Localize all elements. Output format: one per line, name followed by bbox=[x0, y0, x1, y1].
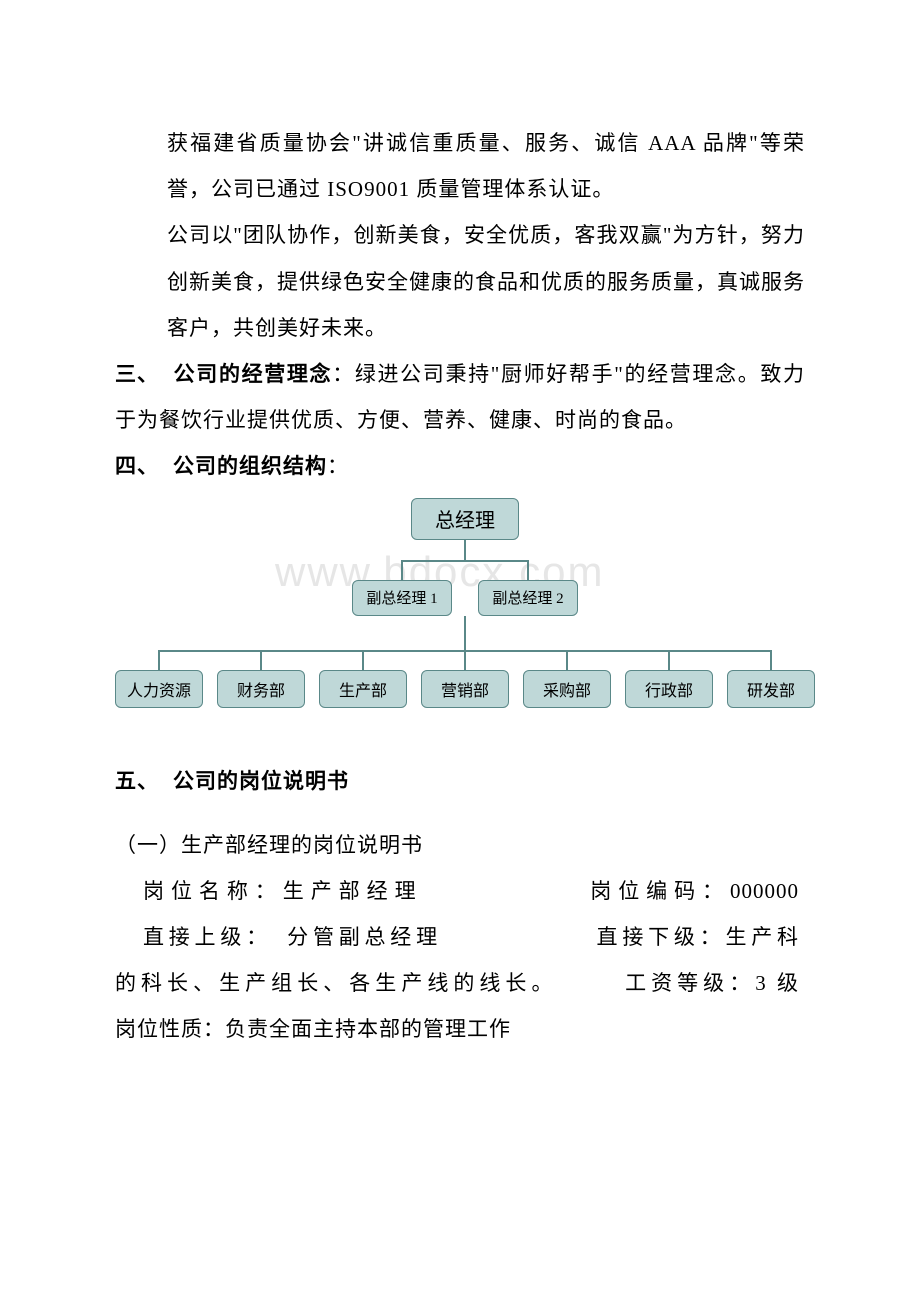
section-4: 四、公司的组织结构： bbox=[115, 443, 805, 489]
org-line-leaf-v-1 bbox=[260, 650, 262, 670]
org-node-mid-1: 副总经理 2 bbox=[478, 580, 578, 616]
org-line-leaf-v-0 bbox=[158, 650, 160, 670]
org-node-leaf-6: 研发部 bbox=[727, 670, 815, 708]
org-node-leaf-1: 财务部 bbox=[217, 670, 305, 708]
job-line-4: 岗位性质：负责全面主持本部的管理工作 bbox=[115, 1006, 799, 1052]
section-4-colon: ： bbox=[327, 454, 349, 478]
org-line-leaf-v-3 bbox=[464, 650, 466, 670]
section-5-num: 五、 bbox=[115, 758, 173, 804]
org-line-mid-v-0 bbox=[401, 560, 403, 580]
org-node-leaf-0: 人力资源 bbox=[115, 670, 203, 708]
intro-para-2: 公司以"团队协作，创新美食，安全优质，客我双赢"为方针，努力创新美食，提供绿色安… bbox=[115, 212, 805, 351]
section-5-title: 公司的岗位说明书 bbox=[173, 769, 349, 793]
job-line-1: 岗位名称：生产部经理 岗位编码：000000 bbox=[143, 868, 799, 914]
intro-para-1: 获福建省质量协会"讲诚信重质量、服务、诚信 AAA 品牌"等荣誉，公司已通过 I… bbox=[115, 120, 805, 212]
section-3-title: 公司的经营理念 bbox=[173, 362, 332, 386]
section-3: 三、公司的经营理念：绿进公司秉持"厨师好帮手"的经营理念。致力于为餐饮行业提供优… bbox=[115, 351, 805, 443]
org-line-mid-down bbox=[464, 616, 466, 650]
section-3-num: 三、 bbox=[115, 351, 173, 397]
job-line-3: 的科长、生产组长、各生产线的线长。 工资等级：3 级 bbox=[115, 960, 799, 1006]
subsection-1: （一）生产部经理的岗位说明书 bbox=[115, 822, 805, 868]
section-4-num: 四、 bbox=[115, 443, 173, 489]
org-node-leaf-3: 营销部 bbox=[421, 670, 509, 708]
org-line-leaf-v-6 bbox=[770, 650, 772, 670]
org-node-leaf-4: 采购部 bbox=[523, 670, 611, 708]
org-node-leaf-5: 行政部 bbox=[625, 670, 713, 708]
sub1-title: 生产部经理的岗位说明书 bbox=[181, 833, 423, 857]
section-4-title: 公司的组织结构 bbox=[173, 454, 327, 478]
org-line-leaf-v-4 bbox=[566, 650, 568, 670]
org-line-leaf-v-5 bbox=[668, 650, 670, 670]
section-5: 五、公司的岗位说明书 bbox=[115, 758, 805, 804]
sub1-num: （一） bbox=[115, 833, 181, 857]
org-line-mid-h bbox=[401, 560, 527, 562]
org-line-mid-v-1 bbox=[527, 560, 529, 580]
org-line-root-v bbox=[464, 540, 466, 560]
org-node-root: 总经理 bbox=[411, 498, 519, 540]
job-line-2: 直接上级： 分管副总经理 直接下级：生产科 bbox=[143, 914, 799, 960]
org-chart: 总经理副总经理 1 副总经理 2 人力资源财务部生产部营销部采购部行政部研发部 bbox=[115, 498, 815, 728]
org-node-leaf-2: 生产部 bbox=[319, 670, 407, 708]
org-node-mid-0: 副总经理 1 bbox=[352, 580, 452, 616]
org-line-leaf-v-2 bbox=[362, 650, 364, 670]
